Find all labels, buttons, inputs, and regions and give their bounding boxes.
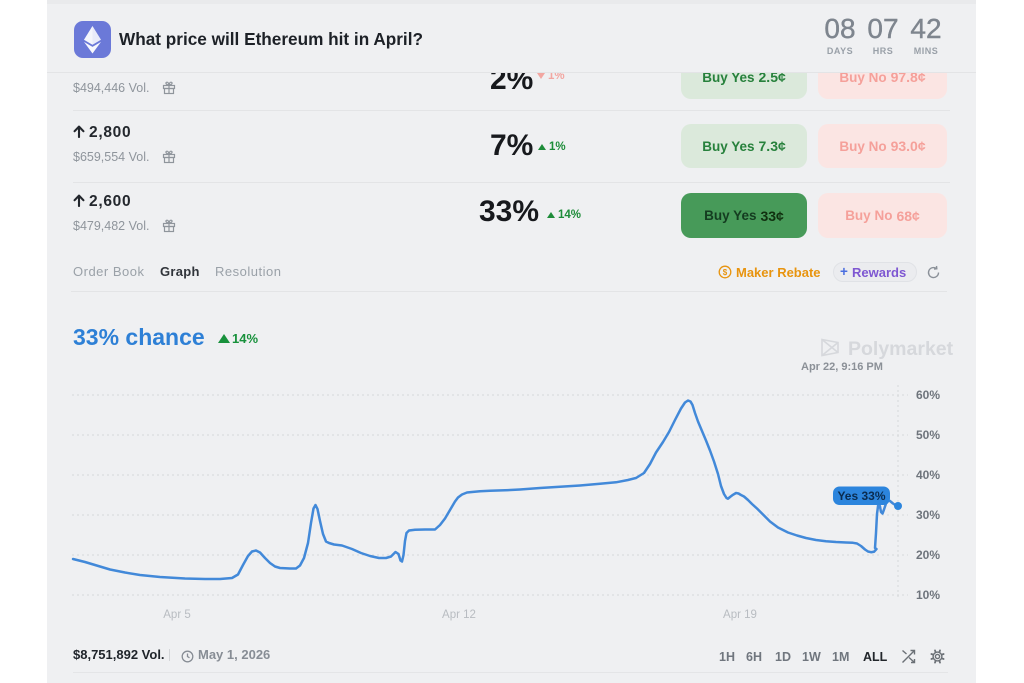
svg-text:$: $ <box>723 268 728 277</box>
svg-text:Yes 33%: Yes 33% <box>837 489 885 503</box>
